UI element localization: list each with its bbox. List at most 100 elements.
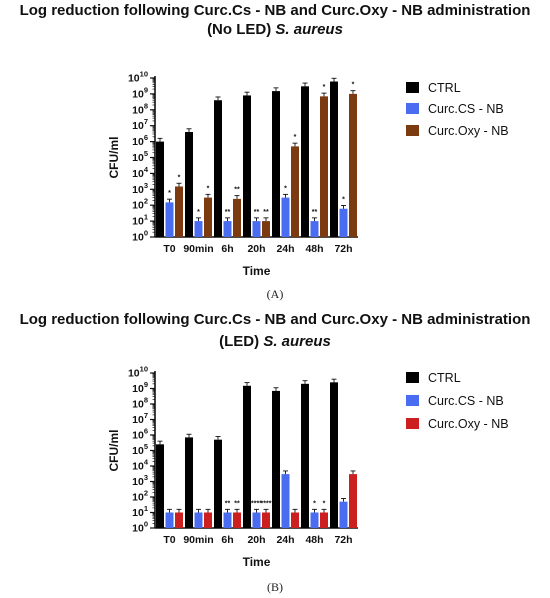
y-tick-label: 101 (132, 213, 148, 228)
y-axis-label: CFU/ml (107, 430, 121, 472)
bar (243, 385, 251, 528)
y-tick-label: 1010 (128, 365, 148, 380)
bar (291, 146, 299, 237)
y-tick-label: 102 (132, 197, 148, 212)
bar (233, 512, 241, 528)
chart-panel-1: Log reduction following Curc.Cs - NB and… (20, 2, 531, 301)
y-tick-label: 109 (132, 85, 148, 100)
significance-mark: **** (261, 500, 272, 507)
bar (223, 512, 232, 528)
legend-entry: Curc.CS - NB (428, 394, 504, 408)
bar (243, 95, 251, 237)
significance-mark: ** (263, 209, 269, 216)
legend-entry: Curc.CS - NB (428, 102, 504, 116)
chart-title: Log reduction following Curc.Cs - NB and… (20, 311, 531, 328)
bar (175, 512, 183, 528)
y-tick-label: 102 (132, 489, 148, 504)
significance-mark: * (207, 185, 210, 192)
significance-mark: * (294, 134, 297, 141)
bar (185, 132, 193, 237)
significance-mark: **** (251, 500, 262, 507)
legend-swatch (406, 372, 419, 383)
significance-mark: ** (254, 209, 260, 216)
bar (156, 141, 164, 237)
y-tick-label: 101 (132, 504, 148, 519)
chart-title: Log reduction following Curc.Cs - NB and… (20, 2, 531, 19)
legend-swatch (406, 418, 419, 429)
significance-mark: * (284, 185, 287, 192)
y-tick-label: 103 (132, 473, 148, 488)
legend-swatch (406, 395, 419, 406)
bar (339, 208, 348, 237)
significance-mark: * (352, 82, 355, 89)
bar (320, 512, 328, 528)
bar (339, 501, 348, 528)
bar (194, 221, 203, 237)
x-tick-label: 48h (305, 534, 323, 546)
x-tick-label: 72h (334, 243, 352, 255)
y-tick-label: 106 (132, 133, 148, 148)
bar (165, 202, 174, 237)
significance-mark: ** (234, 500, 240, 507)
bar (281, 474, 290, 528)
chart-panel-2: Log reduction following Curc.Cs - NB and… (20, 311, 531, 594)
y-tick-label: 104 (132, 458, 149, 473)
y-tick-label: 108 (132, 396, 148, 411)
significance-mark: * (178, 174, 181, 181)
x-tick-label: 24h (276, 534, 294, 546)
bar (204, 512, 212, 528)
bar (330, 81, 338, 237)
bar (156, 444, 164, 528)
significance-mark: ** (312, 209, 318, 216)
y-tick-label: 107 (132, 411, 148, 426)
legend-entry: CTRL (428, 371, 461, 385)
significance-mark: * (323, 84, 326, 91)
bar (320, 96, 328, 237)
bar (301, 383, 309, 528)
bar (349, 474, 357, 528)
legend-entry: CTRL (428, 81, 461, 95)
y-tick-label: 100 (132, 229, 148, 244)
bar (223, 221, 232, 237)
y-tick-label: 100 (132, 520, 148, 535)
x-tick-label: 90min (183, 243, 213, 255)
bar (233, 198, 241, 237)
bar (330, 382, 338, 528)
x-tick-label: 6h (221, 243, 233, 255)
bar (262, 512, 270, 528)
bar (262, 221, 270, 237)
x-axis-label: Time (243, 555, 271, 569)
x-tick-label: T0 (163, 243, 175, 255)
legend-swatch (406, 82, 419, 93)
x-tick-label: 20h (247, 243, 265, 255)
x-tick-label: 72h (334, 534, 352, 546)
bar (272, 390, 280, 528)
bar (185, 437, 193, 528)
y-tick-label: 104 (132, 165, 149, 180)
y-tick-label: 105 (132, 149, 148, 164)
bar (204, 197, 212, 237)
x-axis-label: Time (243, 264, 271, 278)
bar (252, 221, 261, 237)
y-tick-label: 108 (132, 101, 148, 116)
panel-label: (A) (267, 287, 284, 301)
x-tick-label: 20h (247, 534, 265, 546)
x-tick-label: T0 (163, 534, 175, 546)
bar (310, 512, 319, 528)
y-tick-label: 103 (132, 181, 148, 196)
panel-label: (B) (267, 580, 283, 594)
bar (272, 91, 280, 237)
bar (349, 93, 357, 238)
significance-mark: ** (225, 209, 231, 216)
significance-mark: * (197, 209, 200, 216)
significance-mark: * (323, 500, 326, 507)
bar (194, 512, 203, 528)
x-tick-label: 6h (221, 534, 233, 546)
bar (252, 512, 261, 528)
y-tick-label: 107 (132, 117, 148, 132)
significance-mark: * (342, 196, 345, 203)
y-axis-label: CFU/ml (107, 137, 121, 179)
y-tick-label: 1010 (128, 70, 148, 85)
significance-mark: ** (234, 187, 240, 194)
